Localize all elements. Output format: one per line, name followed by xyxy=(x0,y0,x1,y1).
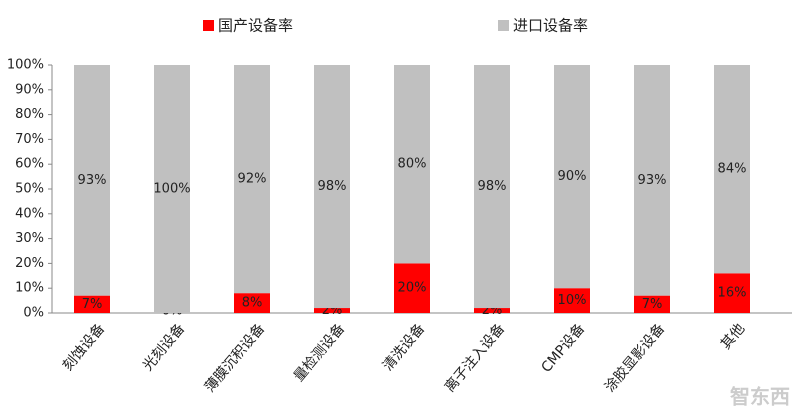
y-tick-label: 70% xyxy=(15,132,44,147)
bar-segment xyxy=(554,65,590,289)
y-tick-label: 30% xyxy=(15,231,44,246)
x-tick-label: 离子注入设备 xyxy=(441,320,508,395)
x-tick-label: 薄膜沉积设备 xyxy=(201,320,268,395)
data-label: 16% xyxy=(718,286,747,301)
y-tick-label: 50% xyxy=(15,182,44,197)
bar-segment xyxy=(714,65,750,274)
bar-segment xyxy=(394,263,430,313)
bar-segment xyxy=(714,273,750,313)
data-label: 7% xyxy=(642,297,663,312)
bar-segment xyxy=(234,65,270,294)
legend-swatch xyxy=(498,20,509,31)
data-label: 98% xyxy=(478,179,507,194)
data-label: 100% xyxy=(153,182,190,197)
y-tick-label: 40% xyxy=(15,206,44,221)
data-label: 10% xyxy=(558,293,587,308)
y-tick-label: 10% xyxy=(15,281,44,296)
data-label: 90% xyxy=(558,169,587,184)
x-tick-label: 涂胶显影设备 xyxy=(601,320,668,395)
x-tick-label: 量检测设备 xyxy=(290,320,348,385)
bar-segment xyxy=(74,65,110,296)
x-tick-label: 光刻设备 xyxy=(139,320,188,374)
data-label: 80% xyxy=(398,157,427,172)
x-tick-label: CMP设备 xyxy=(538,320,588,376)
x-tick-label: 刻蚀设备 xyxy=(59,320,108,374)
bar-segment xyxy=(634,295,670,313)
data-label: 8% xyxy=(242,296,263,311)
data-label: 93% xyxy=(638,173,667,188)
y-tick-label: 60% xyxy=(15,157,44,172)
y-tick-label: 0% xyxy=(23,306,44,321)
bar-segment xyxy=(314,65,350,309)
x-tick-label: 其他 xyxy=(718,321,748,353)
legend-label: 进口设备率 xyxy=(513,17,588,35)
bar-segment xyxy=(154,65,190,313)
y-tick-label: 80% xyxy=(15,107,44,122)
bar-segment xyxy=(394,65,430,264)
data-label: 84% xyxy=(718,162,747,177)
y-tick-label: 20% xyxy=(15,256,44,271)
bar-segment xyxy=(474,65,510,309)
y-tick-label: 90% xyxy=(15,82,44,97)
bar-segment xyxy=(234,293,270,313)
data-label: 7% xyxy=(82,297,103,312)
legend-swatch xyxy=(203,20,214,31)
data-label: 93% xyxy=(78,173,107,188)
y-tick-label: 100% xyxy=(7,58,44,73)
bar-segment xyxy=(314,308,350,313)
bar-segment xyxy=(474,308,510,313)
bar-segment xyxy=(554,288,590,313)
bar-segment xyxy=(74,295,110,313)
watermark: 智东西 xyxy=(730,385,790,409)
bar-segment xyxy=(634,65,670,296)
data-label: 98% xyxy=(318,179,347,194)
x-tick-label: 清洗设备 xyxy=(379,320,428,374)
data-label: 92% xyxy=(238,172,267,187)
legend-label: 国产设备率 xyxy=(218,17,293,35)
data-label: 20% xyxy=(398,281,427,296)
